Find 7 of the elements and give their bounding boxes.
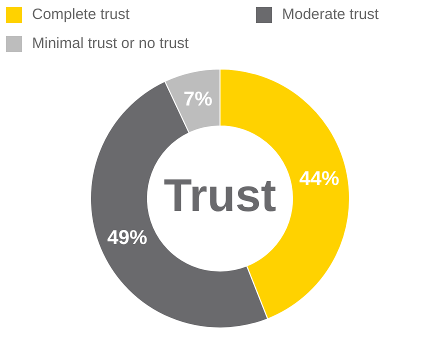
legend-label: Moderate trust: [282, 6, 379, 23]
text: Trust: [164, 169, 276, 222]
legend-label: Minimal trust or no trust: [32, 35, 189, 52]
data-label: 49%: [107, 227, 148, 250]
data-label: 7%: [184, 88, 213, 110]
data-label: 44%: [299, 168, 340, 190]
legend-label: Complete trust: [32, 6, 130, 23]
